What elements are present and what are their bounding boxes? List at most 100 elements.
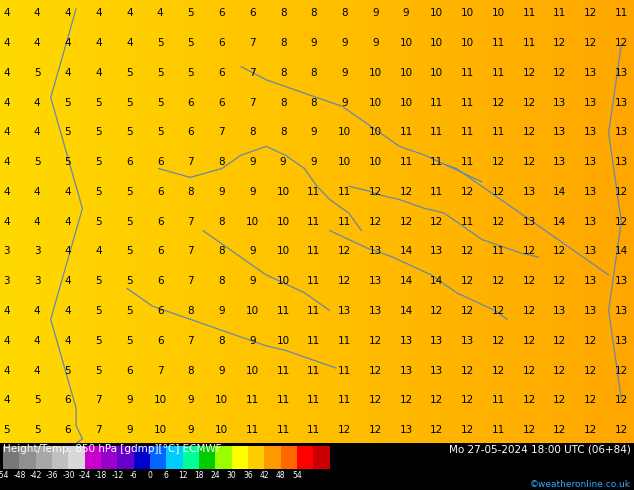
Text: 5: 5 xyxy=(95,187,102,197)
Bar xyxy=(10,0,13,443)
Bar xyxy=(374,0,377,443)
Bar xyxy=(555,0,558,443)
Bar xyxy=(63,0,67,443)
Text: 10: 10 xyxy=(338,157,351,167)
Bar xyxy=(127,0,130,443)
Text: 11: 11 xyxy=(461,217,474,227)
Text: 3: 3 xyxy=(34,246,41,256)
Text: 5: 5 xyxy=(95,276,102,286)
Bar xyxy=(580,0,583,443)
Text: 4: 4 xyxy=(3,38,10,48)
Text: 9: 9 xyxy=(403,8,410,18)
Text: 9: 9 xyxy=(249,246,256,256)
Bar xyxy=(552,0,555,443)
Text: 10: 10 xyxy=(369,98,382,108)
Text: 13: 13 xyxy=(369,306,382,316)
Text: 13: 13 xyxy=(430,246,443,256)
Text: 11: 11 xyxy=(461,157,474,167)
Bar xyxy=(387,0,390,443)
Text: 11: 11 xyxy=(461,68,474,78)
Text: 11: 11 xyxy=(246,425,259,435)
Bar xyxy=(358,0,361,443)
Text: 11: 11 xyxy=(492,395,505,405)
Bar xyxy=(403,0,406,443)
Text: 14: 14 xyxy=(615,246,628,256)
Text: 4: 4 xyxy=(3,68,10,78)
Text: 12: 12 xyxy=(615,217,628,227)
Text: 8: 8 xyxy=(188,366,194,376)
Bar xyxy=(631,0,634,443)
Bar xyxy=(190,0,193,443)
Text: 8: 8 xyxy=(280,68,287,78)
Text: 9: 9 xyxy=(126,395,133,405)
Bar xyxy=(583,0,586,443)
Text: 11: 11 xyxy=(492,127,505,137)
Text: 13: 13 xyxy=(399,366,413,376)
Text: 12: 12 xyxy=(584,336,597,346)
Text: 0: 0 xyxy=(148,471,153,480)
Text: 12: 12 xyxy=(584,366,597,376)
Text: 9: 9 xyxy=(188,395,194,405)
Text: 12: 12 xyxy=(553,395,566,405)
Bar xyxy=(574,0,577,443)
Text: 9: 9 xyxy=(372,38,378,48)
Bar xyxy=(320,0,323,443)
Bar xyxy=(526,0,529,443)
Text: 7: 7 xyxy=(95,395,102,405)
Text: 11: 11 xyxy=(276,366,290,376)
Bar xyxy=(510,0,514,443)
Text: 10: 10 xyxy=(276,187,290,197)
Text: 12: 12 xyxy=(522,336,536,346)
Text: 4: 4 xyxy=(34,306,41,316)
Bar xyxy=(165,0,168,443)
Text: 9: 9 xyxy=(311,38,317,48)
Text: 4: 4 xyxy=(65,217,71,227)
Bar xyxy=(406,0,409,443)
Bar xyxy=(542,0,545,443)
Text: 10: 10 xyxy=(276,276,290,286)
Bar xyxy=(605,0,609,443)
Bar xyxy=(29,0,32,443)
Text: 13: 13 xyxy=(461,336,474,346)
Text: 4: 4 xyxy=(3,395,10,405)
Bar xyxy=(108,0,111,443)
Bar xyxy=(222,0,225,443)
Text: 12: 12 xyxy=(553,276,566,286)
Text: 13: 13 xyxy=(615,276,628,286)
Text: -42: -42 xyxy=(30,471,42,480)
Text: 4: 4 xyxy=(157,8,164,18)
Bar xyxy=(327,0,330,443)
Text: 11: 11 xyxy=(399,127,413,137)
Bar xyxy=(282,0,285,443)
Text: 5: 5 xyxy=(126,246,133,256)
Bar xyxy=(561,0,564,443)
Bar xyxy=(216,446,232,469)
Text: 12: 12 xyxy=(553,68,566,78)
Text: 5: 5 xyxy=(126,336,133,346)
Bar xyxy=(238,0,241,443)
Text: 10: 10 xyxy=(246,366,259,376)
Text: 9: 9 xyxy=(218,366,225,376)
Text: 9: 9 xyxy=(311,127,317,137)
Text: 9: 9 xyxy=(218,187,225,197)
Text: 11: 11 xyxy=(307,306,320,316)
Text: 13: 13 xyxy=(399,425,413,435)
Bar xyxy=(79,0,82,443)
Text: 5: 5 xyxy=(34,68,41,78)
Bar xyxy=(117,0,120,443)
Text: 12: 12 xyxy=(615,366,628,376)
Bar xyxy=(586,0,590,443)
Text: 14: 14 xyxy=(399,306,413,316)
Bar xyxy=(514,0,517,443)
Bar xyxy=(469,0,472,443)
Text: 6: 6 xyxy=(218,68,225,78)
Bar xyxy=(225,0,228,443)
Bar xyxy=(298,0,301,443)
Bar xyxy=(431,0,434,443)
Text: 12: 12 xyxy=(553,246,566,256)
Text: 6: 6 xyxy=(157,246,164,256)
Bar xyxy=(495,0,498,443)
Text: 8: 8 xyxy=(280,38,287,48)
Bar xyxy=(412,0,415,443)
Bar xyxy=(418,0,422,443)
